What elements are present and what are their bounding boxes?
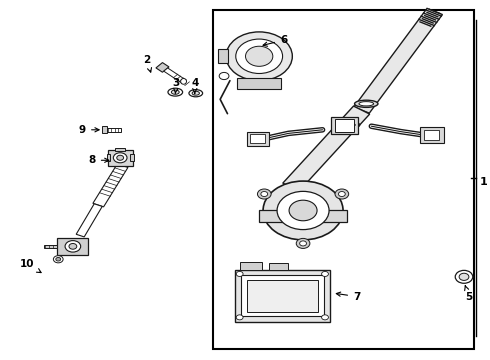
Circle shape [300,241,306,246]
Circle shape [236,39,283,73]
Text: 8: 8 [89,155,109,165]
Circle shape [56,257,61,261]
Polygon shape [354,8,442,113]
Text: 1: 1 [480,177,488,187]
Bar [420,127,444,143]
Bar [335,120,354,132]
Bar [237,78,281,89]
Bar [106,128,121,132]
Text: 9: 9 [79,125,99,135]
Circle shape [53,256,63,263]
Ellipse shape [168,88,183,96]
Text: 5: 5 [465,286,472,302]
Bar [247,132,269,146]
Circle shape [263,181,343,240]
Bar [101,126,106,134]
Circle shape [65,240,81,252]
Circle shape [459,273,469,280]
Bar [250,134,265,143]
Circle shape [226,32,293,81]
Circle shape [335,189,349,199]
Circle shape [455,270,473,283]
Text: 2: 2 [144,55,151,72]
Circle shape [339,192,345,197]
Bar [235,270,330,321]
Bar [259,211,347,222]
Bar [218,49,228,63]
Ellipse shape [181,78,187,84]
Text: 4: 4 [191,78,198,94]
Circle shape [219,72,229,80]
Ellipse shape [336,121,360,129]
Bar [247,280,318,312]
Bar [240,262,262,270]
Polygon shape [164,68,186,83]
Circle shape [261,192,268,197]
Circle shape [236,315,243,320]
Bar [241,275,324,316]
Bar [106,154,110,161]
Circle shape [236,271,243,276]
Polygon shape [93,164,128,207]
Ellipse shape [192,91,199,95]
Ellipse shape [189,90,202,97]
Circle shape [245,46,273,66]
Bar [130,154,134,161]
Circle shape [289,200,317,221]
Polygon shape [283,106,369,191]
Text: 7: 7 [336,292,361,302]
Ellipse shape [341,123,355,127]
Polygon shape [156,63,169,72]
Circle shape [117,155,123,160]
Ellipse shape [172,90,179,94]
Ellipse shape [359,102,373,106]
Bar [44,244,57,248]
Bar [424,130,439,140]
Circle shape [321,315,328,320]
Circle shape [277,192,329,230]
Text: 3: 3 [172,78,180,94]
Bar [213,10,474,348]
Text: 6: 6 [263,35,287,46]
Text: 10: 10 [20,259,41,273]
Circle shape [257,189,271,199]
Ellipse shape [355,100,378,107]
Circle shape [321,271,328,276]
Bar [331,117,358,134]
Bar [108,150,133,166]
Bar [115,148,125,151]
Circle shape [296,238,310,248]
Polygon shape [76,204,102,237]
Bar [269,263,289,270]
Bar [57,238,89,255]
Circle shape [69,243,77,249]
Circle shape [113,153,127,163]
